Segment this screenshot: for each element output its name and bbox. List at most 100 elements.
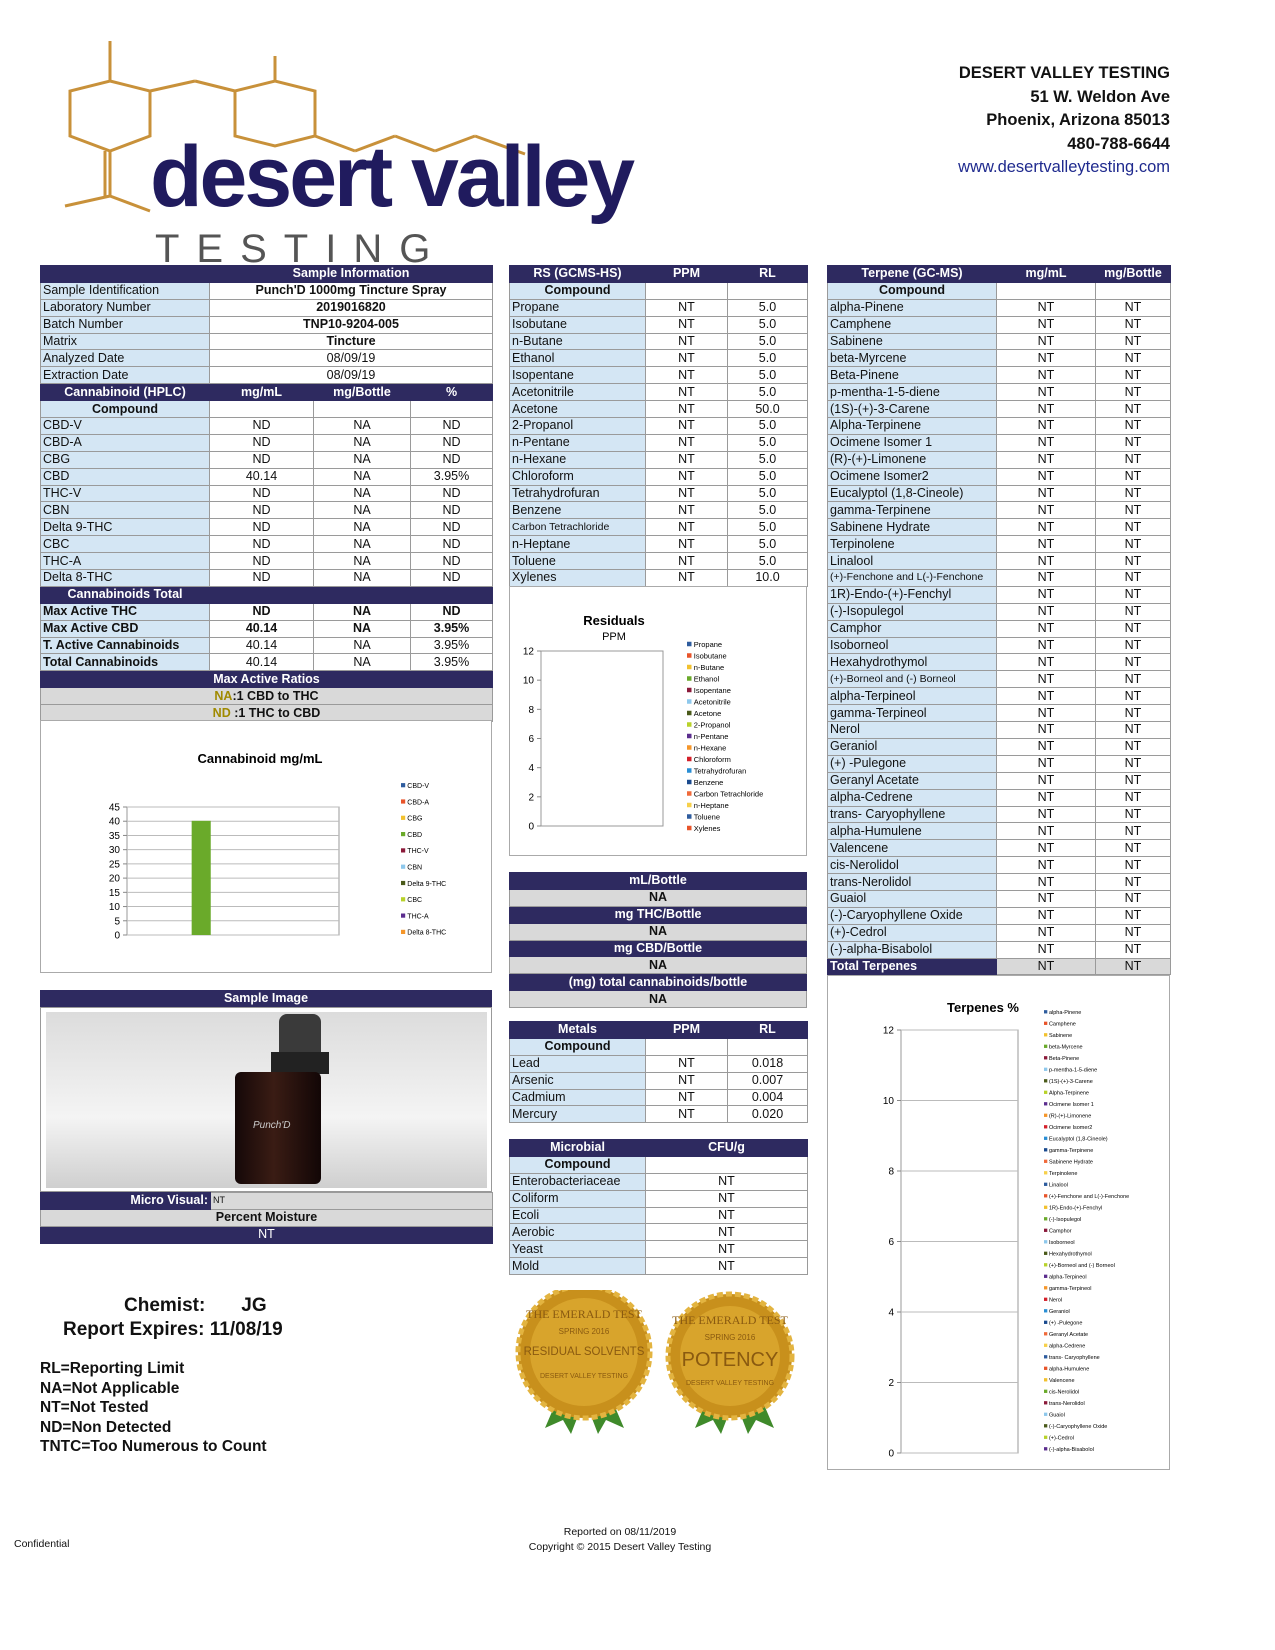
column-header: % (410, 383, 493, 402)
table-row: Xylenes NT 10.0 (509, 569, 808, 587)
company-name: DESERT VALLEY TESTING (958, 64, 1170, 82)
table-row: CBD 40.14 NA 3.95% (40, 467, 493, 486)
legend-item: Beta-Pinene (1049, 1056, 1079, 1062)
legend-swatch (1044, 1021, 1048, 1025)
terpene-name: alpha-Terpineol (827, 687, 997, 706)
legend-item: Camphor (1049, 1229, 1072, 1235)
legend-item: Carbon Tetrachloride (694, 790, 764, 799)
micro-moisture-table: Micro Visual: NT Percent Moisture NT (40, 1192, 493, 1244)
compound-header: Compound (509, 281, 646, 300)
value-cell: NT (996, 889, 1096, 908)
table-row: gamma-Terpinene NT NT (827, 501, 1171, 520)
bottle-value: NA (509, 888, 807, 907)
y-tick-label: 20 (109, 874, 121, 885)
value-cell: 5.0 (727, 535, 808, 554)
field-label: Extraction Date (40, 366, 210, 385)
legend-item: CBD (407, 832, 422, 839)
expires-value: 11/08/19 (209, 1319, 283, 1340)
legend-swatch (1044, 1378, 1048, 1382)
sample-photo: Punch'D (40, 1007, 492, 1192)
value-cell: NT (996, 923, 1096, 942)
column-header: RS (GCMS-HS) (509, 265, 646, 283)
legend-item: alpha-Cedrene (1049, 1344, 1085, 1350)
legend-item: Tetrahydrofuran (694, 767, 747, 776)
company-address: DESERT VALLEY TESTING 51 W. Weldon Ave P… (958, 62, 1170, 180)
legend-swatch (687, 779, 692, 785)
value-cell: NT (645, 417, 728, 435)
value-cell: NT (645, 1172, 808, 1191)
value-cell: ND (410, 552, 493, 571)
table-row: Nerol NT NT (827, 721, 1171, 739)
legend-swatch (1044, 1297, 1048, 1301)
value-cell: NA (313, 653, 411, 672)
compound-name: CBD-A (40, 433, 210, 452)
legend-swatch (687, 653, 692, 658)
legend-item: alpha-Pinene (1049, 1010, 1081, 1016)
sample-info-row: Matrix Tincture (40, 332, 493, 351)
y-tick-label: 35 (109, 831, 121, 842)
compound-header: Compound (509, 1037, 646, 1056)
value-cell: NA (313, 501, 411, 520)
terpene-name: gamma-Terpineol (827, 704, 997, 723)
table-row: Max Active CBD 40.14 NA 3.95% (40, 619, 493, 638)
compound-name: Ethanol (509, 349, 646, 368)
header-row: Cannabinoid (HPLC) mg/mL mg/Bottle% (40, 383, 493, 402)
legend-swatch (1044, 1355, 1048, 1359)
table-row: THC-V ND NA ND (40, 484, 493, 503)
terpene-name: (+)-Borneol and (-) Borneol (827, 670, 997, 689)
value-cell: NT (996, 602, 1096, 621)
subheader-row: Compound (827, 281, 1171, 300)
field-label: Analyzed Date (40, 349, 210, 368)
value-cell: NT (645, 450, 728, 469)
legend-swatch (1044, 1240, 1048, 1244)
terpene-name: gamma-Terpinene (827, 501, 997, 520)
value-cell: NT (645, 315, 728, 334)
field-label: Sample Identification (40, 281, 210, 300)
compound-name: Isobutane (509, 315, 646, 334)
legend-item: (+)-Cedrol (1049, 1436, 1074, 1442)
bottle-label: (mg) total cannabinoids/bottle (509, 973, 807, 992)
legend-item: Isobutane (694, 652, 727, 661)
bottle-value: NA (509, 922, 807, 941)
y-tick-label: 10 (523, 676, 535, 687)
note: ND=Non Detected (40, 1418, 172, 1436)
legend-item: cis-Nerolidol (1049, 1390, 1079, 1396)
value-cell: ND (209, 484, 314, 503)
organism-name: Yeast (509, 1240, 646, 1259)
legend-swatch (687, 791, 692, 796)
legend-item: alpha-Humulene (1049, 1367, 1089, 1373)
legend-swatch (1044, 1148, 1048, 1152)
legend-swatch (1044, 1424, 1048, 1428)
terpene-name: (+)-Cedrol (827, 923, 997, 942)
total-name: Total Cannabinoids (40, 653, 210, 672)
website-link[interactable]: www.desertvalleytesting.com (958, 158, 1170, 176)
svg-text:DESERT VALLEY TESTING: DESERT VALLEY TESTING (540, 1373, 628, 1380)
value-cell: ND (410, 450, 493, 469)
column-header: mg/Bottle (313, 383, 411, 402)
value-cell: NT (996, 450, 1096, 469)
value-cell: NA (313, 450, 411, 469)
value-cell: NT (996, 737, 1096, 756)
cell (645, 281, 728, 300)
compound-name: n-Pentane (509, 433, 646, 452)
terpene-name: Camphor (827, 619, 997, 638)
column-header: mg/mL (209, 383, 314, 402)
table-row: p-mentha-1-5-diene NT NT (827, 383, 1171, 402)
value-cell: NT (1095, 450, 1171, 469)
compound-name: Isopentane (509, 366, 646, 385)
value-cell: NT (1095, 822, 1171, 841)
sample-info-row: Sample Identification Punch'D 1000mg Tinc… (40, 281, 493, 300)
chart-title: Residuals (583, 613, 644, 628)
value-cell: NA (313, 484, 411, 503)
table-row: Valencene NT NT (827, 839, 1171, 858)
legend-item: Ocimene Isomer 1 (1049, 1102, 1094, 1108)
legend-item: THC-V (407, 848, 429, 855)
value-cell: NT (1095, 889, 1171, 908)
y-tick-label: 0 (888, 1449, 894, 1460)
table-row: CBN ND NA ND (40, 501, 493, 520)
table-row: (+)-Cedrol NT NT (827, 923, 1171, 942)
legend-item: Geraniol (1049, 1309, 1070, 1315)
compound-name: CBG (40, 450, 210, 469)
copyright: Copyright © 2015 Desert Valley Testing (528, 1541, 712, 1553)
table-row: Ecoli NT (509, 1206, 808, 1225)
